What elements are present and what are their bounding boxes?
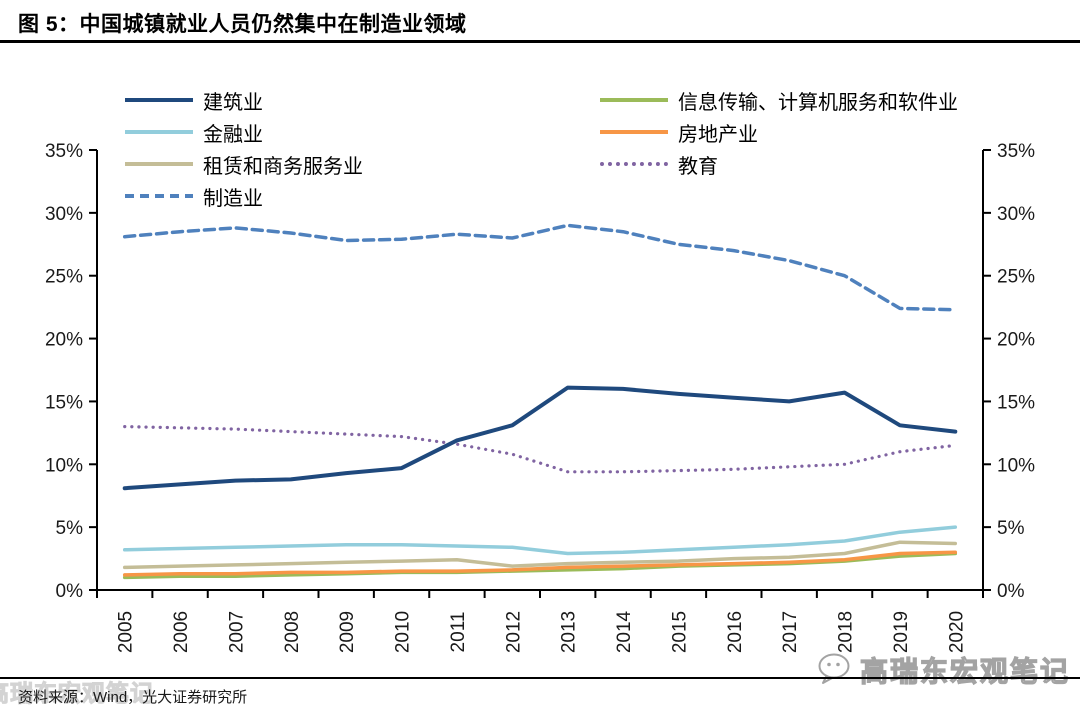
svg-text:2017: 2017 [780,611,801,653]
title-divider [0,40,1080,43]
svg-text:15%: 15% [45,392,83,413]
svg-text:0%: 0% [997,581,1025,602]
svg-text:2010: 2010 [393,611,414,653]
legend-label: 金融业 [203,123,263,146]
legend-item-education: 教育 [600,152,718,178]
svg-text:10%: 10% [45,455,83,476]
wechat-bubble-icon [818,653,850,684]
svg-text:2009: 2009 [337,611,358,653]
svg-text:2014: 2014 [614,610,635,653]
legend-label: 房地产业 [678,123,758,146]
chart-title: 图 5：中国城镇就业人员仍然集中在制造业领域 [18,13,467,36]
svg-text:2019: 2019 [891,611,912,653]
watermark-fragment: 高瑞东宏观笔记 [0,674,201,708]
svg-text:2005: 2005 [116,611,137,653]
svg-text:2013: 2013 [559,611,580,653]
source-note: 资料来源：Wind，光大证券研究所 [18,689,248,706]
legend-label: 建筑业 [203,91,263,114]
svg-text:35%: 35% [997,141,1035,162]
construction-line-swatch [125,98,193,102]
svg-text:2015: 2015 [669,611,690,653]
legend-label: 教育 [678,155,718,178]
legend-item-construction: 建筑业 [125,88,263,114]
legend-item-leasing: 租赁和商务服务业 [125,152,363,178]
svg-text:2012: 2012 [503,611,524,653]
svg-text:2011: 2011 [448,612,469,653]
finance-line-swatch [125,130,193,134]
svg-text:2016: 2016 [725,611,746,653]
svg-text:25%: 25% [997,267,1035,288]
watermark-fragment-text: 高瑞东宏观笔记 [0,680,154,707]
watermark-label: 高瑞东宏观笔记 [859,655,1071,687]
svg-text:10%: 10% [997,455,1035,476]
svg-text:2020: 2020 [946,611,967,653]
legend-item-it-software: 信息传输、计算机服务和软件业 [600,88,958,114]
svg-text:25%: 25% [45,267,83,288]
footer-divider [0,677,1080,679]
leasing-line-swatch [125,162,193,166]
legend-label: 信息传输、计算机服务和软件业 [678,91,958,114]
svg-text:20%: 20% [45,330,83,351]
legend-label: 租赁和商务服务业 [203,155,363,178]
svg-text:35%: 35% [45,141,83,162]
svg-text:0%: 0% [56,581,84,602]
education-line-swatch [600,162,668,166]
svg-text:2007: 2007 [226,611,247,653]
svg-text:5%: 5% [997,518,1025,539]
svg-text:30%: 30% [997,204,1035,225]
legend-item-real-estate: 房地产业 [600,120,758,146]
manufacturing-line-swatch [125,194,193,198]
svg-text:5%: 5% [56,518,84,539]
legend-item-finance: 金融业 [125,120,263,146]
svg-text:2018: 2018 [836,611,857,653]
svg-text:2008: 2008 [282,611,303,653]
real-estate-line-swatch [600,130,668,134]
svg-text:30%: 30% [45,204,83,225]
svg-text:20%: 20% [997,330,1035,351]
svg-text:2006: 2006 [171,611,192,653]
legend-item-manufacturing: 制造业 [125,184,263,210]
svg-text:15%: 15% [997,392,1035,413]
watermark: 高瑞东宏观笔记 [818,650,1070,690]
legend-label: 制造业 [203,187,263,210]
it-software-line-swatch [600,98,668,102]
